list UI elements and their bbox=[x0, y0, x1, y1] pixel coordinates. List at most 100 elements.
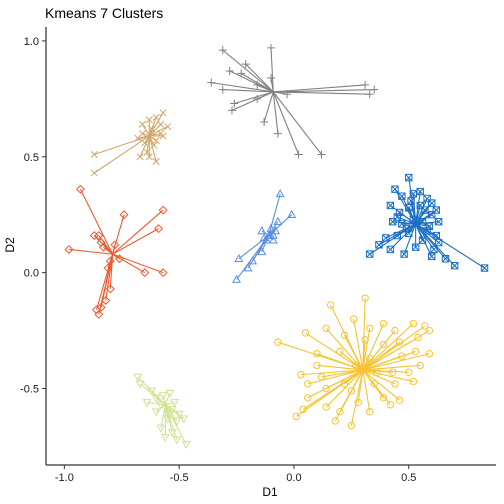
y-tick-label: 0.5 bbox=[24, 152, 39, 164]
point-marker-stroke bbox=[409, 215, 417, 223]
point-marker-stroke bbox=[409, 319, 418, 328]
data-point bbox=[268, 235, 278, 244]
data-point bbox=[372, 368, 381, 377]
point-marker-stroke bbox=[92, 305, 102, 315]
point-marker-stroke bbox=[405, 229, 413, 237]
point-marker-stroke bbox=[170, 399, 180, 408]
point-marker-stroke bbox=[352, 361, 360, 370]
point-marker-stroke bbox=[156, 401, 166, 410]
point-marker-stroke bbox=[435, 218, 443, 226]
cluster-series bbox=[232, 189, 297, 283]
point-marker-stroke bbox=[158, 205, 168, 215]
data-point bbox=[145, 116, 153, 124]
cluster-spoke bbox=[362, 353, 430, 371]
point-marker-stroke bbox=[143, 148, 151, 156]
data-point bbox=[165, 389, 175, 399]
data-point bbox=[267, 73, 275, 82]
point-marker-stroke bbox=[114, 254, 124, 264]
cluster-spoke bbox=[263, 91, 274, 123]
data-point bbox=[425, 350, 434, 358]
data-point bbox=[347, 387, 356, 395]
cluster-spoke bbox=[245, 63, 274, 93]
cluster-spoke bbox=[139, 135, 150, 157]
data-point bbox=[402, 224, 411, 233]
point-marker-stroke bbox=[402, 225, 411, 233]
point-marker-stroke bbox=[391, 185, 399, 193]
x-axis-title: D1 bbox=[262, 485, 278, 499]
cluster-spoke bbox=[79, 188, 114, 255]
data-point bbox=[160, 433, 170, 443]
data-point bbox=[409, 215, 418, 224]
point-marker-stroke bbox=[218, 85, 227, 94]
point-marker-stroke bbox=[386, 201, 394, 209]
point-marker-stroke bbox=[157, 120, 165, 128]
data-point bbox=[273, 216, 283, 225]
point-marker-stroke bbox=[393, 232, 401, 240]
cluster-spoke bbox=[316, 353, 364, 371]
data-point bbox=[336, 407, 344, 416]
data-point bbox=[140, 268, 150, 278]
cluster-spoke bbox=[350, 369, 364, 392]
point-marker-stroke bbox=[407, 197, 415, 205]
data-point bbox=[170, 399, 180, 408]
point-marker-stroke bbox=[145, 116, 153, 124]
point-marker-stroke bbox=[174, 410, 184, 419]
point-marker-stroke bbox=[434, 238, 443, 247]
cluster-spoke bbox=[325, 369, 364, 408]
data-point bbox=[391, 380, 399, 388]
data-point bbox=[361, 80, 370, 89]
point-marker-stroke bbox=[382, 234, 390, 242]
point-marker-stroke bbox=[90, 169, 98, 177]
point-marker-stroke bbox=[428, 252, 436, 261]
x-tick-label: 0.5 bbox=[401, 472, 416, 484]
data-point bbox=[136, 153, 144, 161]
point-marker-stroke bbox=[103, 263, 113, 273]
x-tick-label: -0.5 bbox=[170, 472, 189, 484]
point-marker-stroke bbox=[400, 250, 408, 258]
data-point bbox=[90, 169, 98, 177]
cluster-spoke bbox=[98, 253, 114, 315]
data-point bbox=[141, 139, 149, 147]
point-marker-stroke bbox=[395, 338, 404, 346]
cluster-spoke bbox=[362, 369, 396, 385]
point-marker-stroke bbox=[152, 137, 160, 145]
point-marker-stroke bbox=[340, 331, 349, 339]
data-point bbox=[361, 336, 369, 344]
point-marker-stroke bbox=[370, 85, 379, 94]
data-point bbox=[313, 361, 321, 370]
point-marker-stroke bbox=[366, 354, 374, 363]
data-point bbox=[297, 370, 305, 379]
data-point bbox=[167, 429, 177, 438]
point-marker-stroke bbox=[405, 368, 413, 377]
point-marker-stroke bbox=[418, 236, 427, 244]
data-point bbox=[101, 295, 111, 305]
cluster-spoke bbox=[415, 223, 433, 257]
data-point bbox=[398, 192, 406, 200]
point-marker-stroke bbox=[268, 235, 278, 244]
point-marker-stroke bbox=[151, 408, 161, 417]
cluster-spoke bbox=[355, 364, 364, 371]
data-point bbox=[428, 199, 436, 207]
cluster-spoke bbox=[412, 193, 417, 225]
data-point bbox=[268, 230, 278, 239]
point-marker-stroke bbox=[361, 80, 370, 89]
point-marker-stroke bbox=[268, 230, 278, 239]
data-point bbox=[386, 201, 395, 210]
point-marker-stroke bbox=[75, 184, 85, 194]
cluster-spoke bbox=[273, 89, 375, 93]
data-point bbox=[366, 354, 374, 363]
cluster-spoke bbox=[234, 91, 274, 105]
data-point bbox=[393, 231, 401, 240]
point-marker-stroke bbox=[158, 268, 168, 278]
point-marker-stroke bbox=[253, 80, 262, 89]
point-marker-stroke bbox=[354, 398, 362, 407]
data-point bbox=[411, 243, 420, 251]
point-marker-stroke bbox=[267, 73, 275, 82]
point-marker-stroke bbox=[407, 197, 415, 205]
cluster-spoke bbox=[112, 244, 116, 255]
point-marker-stroke bbox=[181, 440, 191, 449]
point-marker-stroke bbox=[172, 436, 182, 445]
data-point bbox=[271, 226, 281, 235]
data-point bbox=[230, 99, 239, 108]
data-point bbox=[287, 209, 297, 219]
